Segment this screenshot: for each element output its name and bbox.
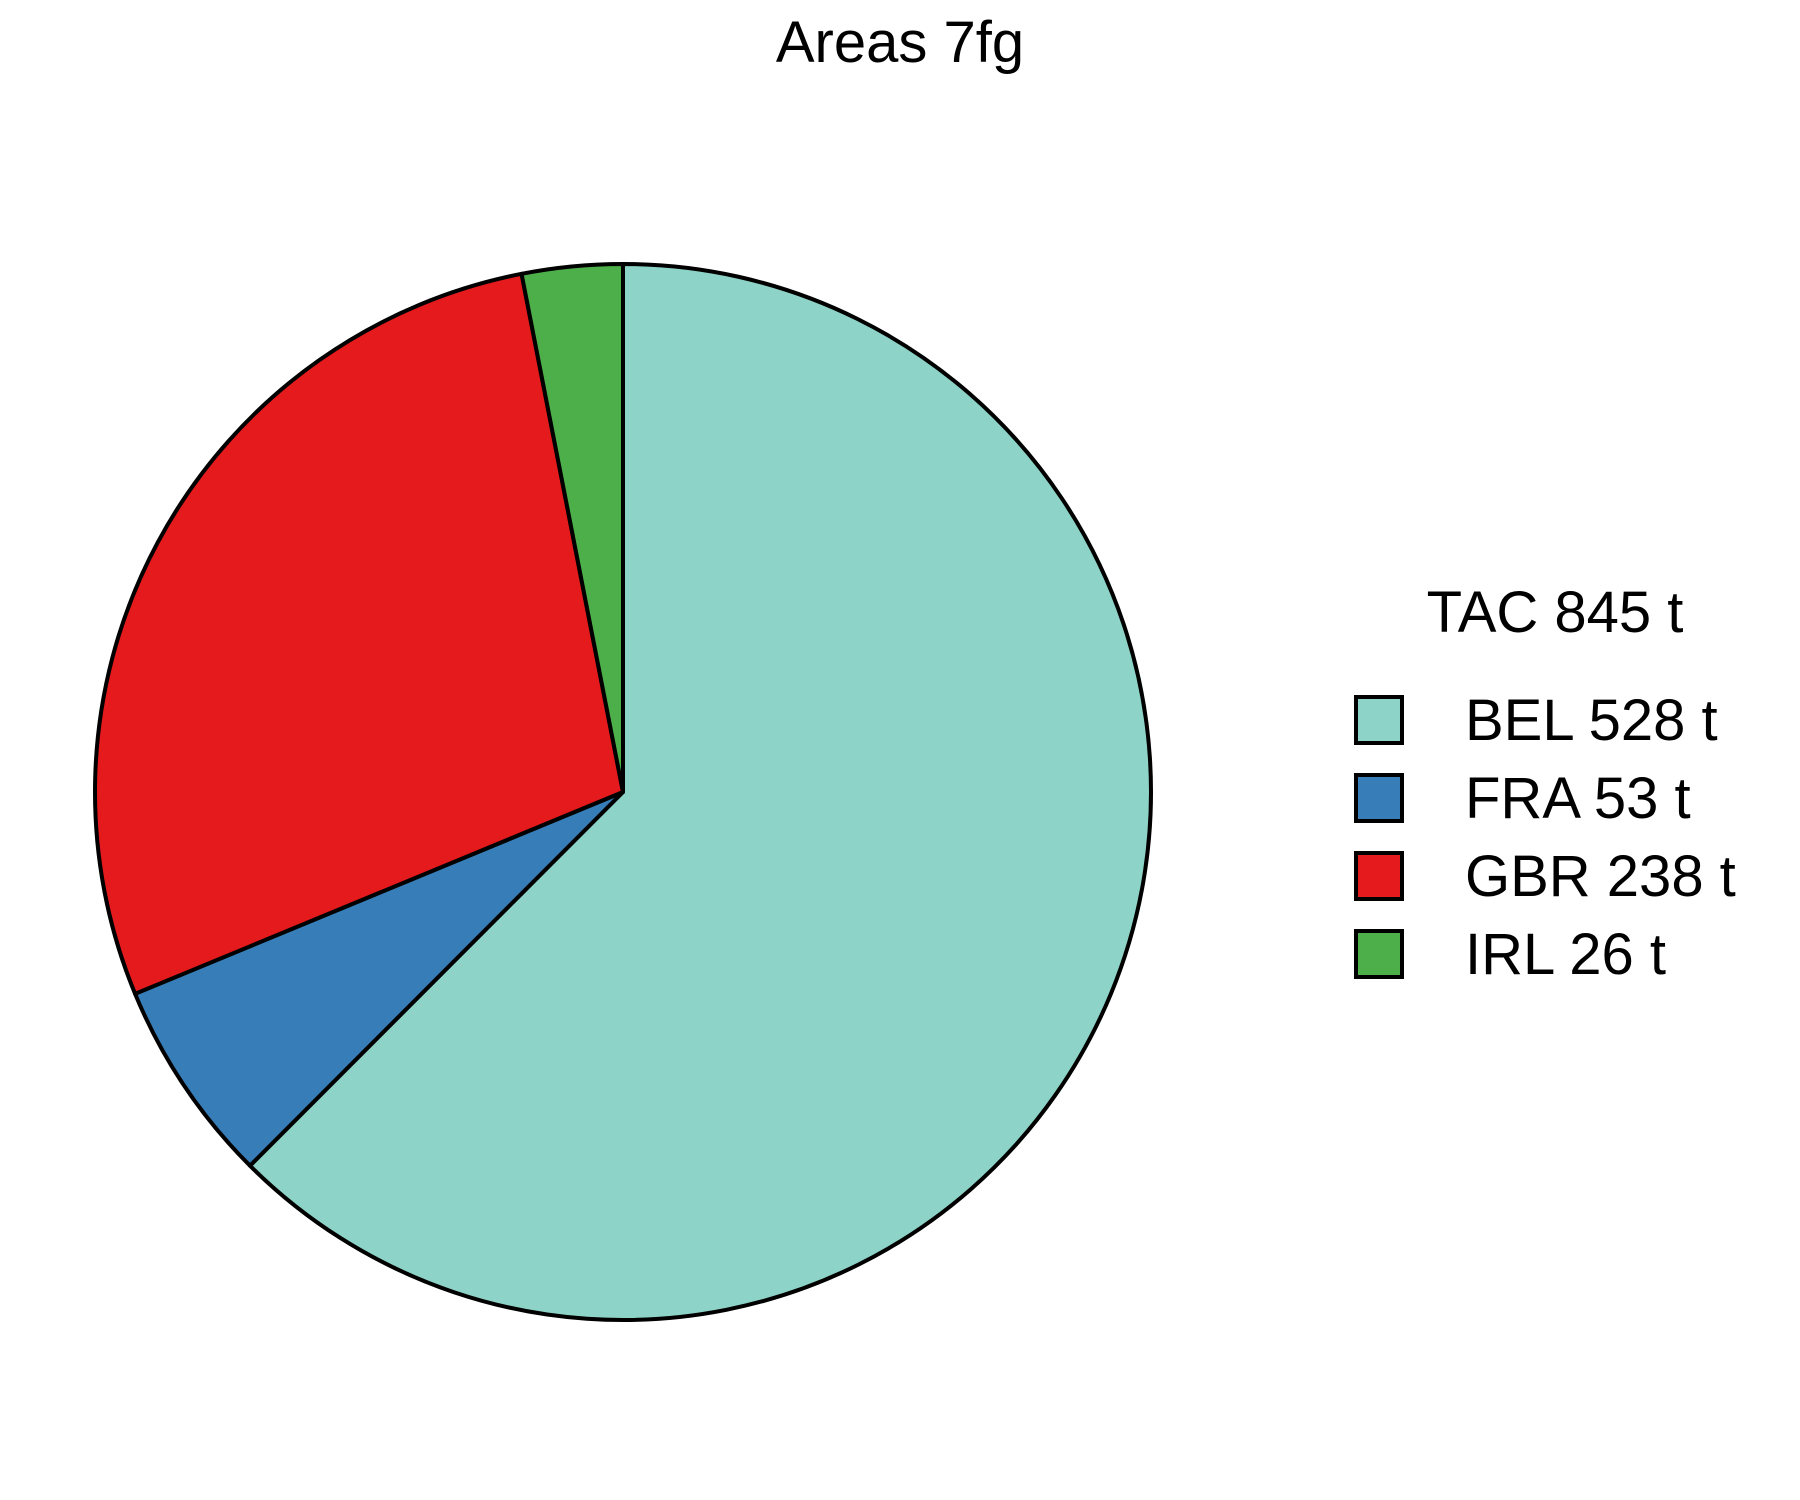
legend-title: TAC 845 t xyxy=(1427,580,1684,645)
pie-slices xyxy=(93,262,1153,1322)
legend-label-bel: BEL 528 t xyxy=(1465,688,1718,753)
pie-slice-irl xyxy=(519,262,625,794)
pie-slice-bel xyxy=(247,262,1153,1322)
legend-swatch-irl xyxy=(1354,929,1404,979)
legend: BEL 528 t FRA 53 t GBR 238 t IRL 26 t xyxy=(1354,688,1736,987)
legend-label-irl: IRL 26 t xyxy=(1465,922,1666,987)
legend-swatch-bel xyxy=(1354,695,1404,745)
legend-label-fra: FRA 53 t xyxy=(1465,766,1691,831)
legend-swatch-gbr xyxy=(1354,851,1404,901)
legend-swatch-fra xyxy=(1354,773,1404,823)
pie-slice-fra xyxy=(133,790,625,1168)
chart-title: Areas 7fg xyxy=(776,10,1024,75)
legend-label-gbr: GBR 238 t xyxy=(1465,844,1736,909)
pie-slice-gbr xyxy=(93,271,625,996)
